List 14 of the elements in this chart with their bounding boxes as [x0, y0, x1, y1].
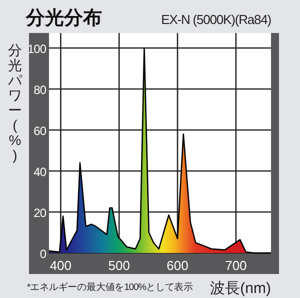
x-tick-label: 700	[225, 258, 247, 273]
y-tick-label: 60	[34, 124, 47, 138]
y-tick-label: 0	[40, 247, 47, 261]
y-tick-label: 40	[34, 165, 47, 179]
x-tick-label: 500	[108, 258, 130, 273]
x-axis-title: 波長(nm)	[210, 280, 272, 297]
y-tick-label: 20	[34, 206, 47, 220]
x-tick-label: 600	[166, 258, 188, 273]
text: *エネルギーの最大値を100%として表示	[27, 281, 194, 293]
x-tick-label: 400	[50, 258, 72, 273]
chart-title: 分光分布	[25, 7, 102, 29]
chart-subtitle: EX-N (5000K)(Ra84)	[161, 12, 272, 27]
y-tick-label: 80	[34, 83, 47, 97]
y-axis-title: 分光パワー(%)	[7, 42, 23, 163]
